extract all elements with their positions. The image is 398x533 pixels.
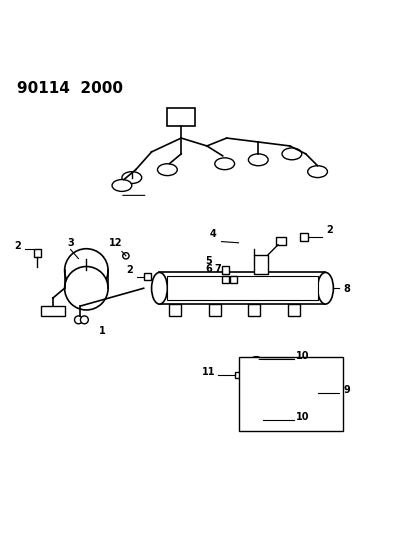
- Bar: [222, 276, 228, 282]
- Bar: [248, 365, 268, 375]
- Ellipse shape: [64, 266, 108, 310]
- Ellipse shape: [215, 158, 234, 169]
- Ellipse shape: [318, 272, 334, 304]
- Ellipse shape: [123, 253, 129, 259]
- Bar: [288, 304, 300, 316]
- Text: 11: 11: [202, 367, 216, 377]
- Text: 9: 9: [344, 385, 351, 395]
- Bar: [254, 255, 268, 274]
- Ellipse shape: [254, 415, 263, 421]
- Bar: [238, 358, 343, 431]
- Bar: [250, 375, 267, 391]
- Text: 10: 10: [296, 351, 309, 361]
- Bar: [300, 233, 308, 241]
- Ellipse shape: [64, 249, 108, 292]
- Text: 1: 1: [100, 326, 106, 336]
- Text: 2: 2: [14, 241, 21, 251]
- Bar: [230, 276, 237, 282]
- Text: 7: 7: [215, 264, 221, 273]
- Bar: [254, 405, 263, 415]
- Bar: [234, 373, 244, 378]
- Bar: [276, 237, 286, 245]
- Ellipse shape: [112, 180, 132, 191]
- Bar: [222, 266, 228, 273]
- Text: 3: 3: [67, 238, 74, 247]
- Text: 2: 2: [127, 265, 133, 275]
- Text: 6: 6: [205, 264, 212, 273]
- Text: 5: 5: [205, 256, 212, 266]
- Ellipse shape: [152, 272, 168, 304]
- Ellipse shape: [282, 148, 302, 160]
- Bar: [248, 304, 260, 316]
- Text: 2: 2: [326, 225, 333, 235]
- Bar: [41, 306, 64, 316]
- Ellipse shape: [80, 316, 88, 324]
- Ellipse shape: [248, 154, 268, 166]
- Bar: [168, 108, 195, 126]
- Ellipse shape: [252, 357, 261, 362]
- Bar: [252, 391, 265, 405]
- Bar: [170, 304, 181, 316]
- Bar: [34, 249, 41, 257]
- Ellipse shape: [74, 316, 82, 324]
- Bar: [209, 304, 221, 316]
- Bar: [144, 273, 151, 280]
- Text: 10: 10: [296, 412, 309, 422]
- Bar: [160, 272, 326, 304]
- Bar: [168, 277, 318, 300]
- Ellipse shape: [158, 164, 177, 175]
- Text: 4: 4: [209, 229, 216, 239]
- Text: 90114  2000: 90114 2000: [17, 80, 123, 96]
- Ellipse shape: [308, 166, 328, 177]
- Ellipse shape: [122, 172, 142, 183]
- Text: 12: 12: [109, 238, 123, 247]
- Text: 8: 8: [344, 284, 351, 294]
